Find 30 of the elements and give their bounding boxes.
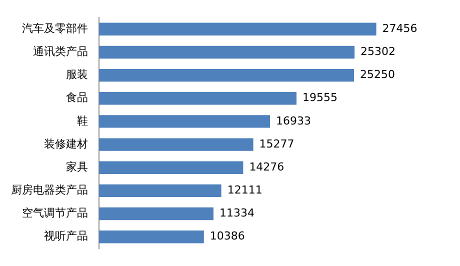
y-tick-label: 服装 xyxy=(66,68,88,82)
y-tick-label: 鞋 xyxy=(77,114,88,128)
data-label: 14276 xyxy=(249,160,284,174)
bar xyxy=(99,22,376,36)
data-label: 15277 xyxy=(259,137,294,150)
y-tick-label: 汽车及零部件 xyxy=(22,22,88,35)
y-tick-label: 食品 xyxy=(66,91,88,104)
bar xyxy=(99,92,297,105)
data-label: 27456 xyxy=(382,22,418,35)
y-tick-label: 厨房电器类产品 xyxy=(11,184,88,197)
y-tick-label: 装修建材 xyxy=(44,137,88,150)
data-label: 25250 xyxy=(360,68,396,82)
y-tick-label: 空气调节产品 xyxy=(22,206,88,220)
data-label: 12111 xyxy=(227,184,262,197)
bar xyxy=(99,115,270,128)
data-label: 25302 xyxy=(360,45,396,58)
data-label: 11334 xyxy=(219,206,254,220)
bar xyxy=(99,46,355,59)
data-label: 10386 xyxy=(210,230,245,243)
bar xyxy=(99,68,354,82)
bar xyxy=(99,230,204,244)
bar xyxy=(99,161,244,174)
bar xyxy=(99,138,254,151)
bar xyxy=(99,207,214,220)
bar xyxy=(99,184,222,198)
y-tick-label: 家具 xyxy=(66,160,88,174)
y-tick-label: 视听产品 xyxy=(44,230,88,243)
data-label: 16933 xyxy=(276,114,312,128)
y-tick-label: 通讯类产品 xyxy=(33,45,88,58)
data-label: 19555 xyxy=(302,91,338,104)
